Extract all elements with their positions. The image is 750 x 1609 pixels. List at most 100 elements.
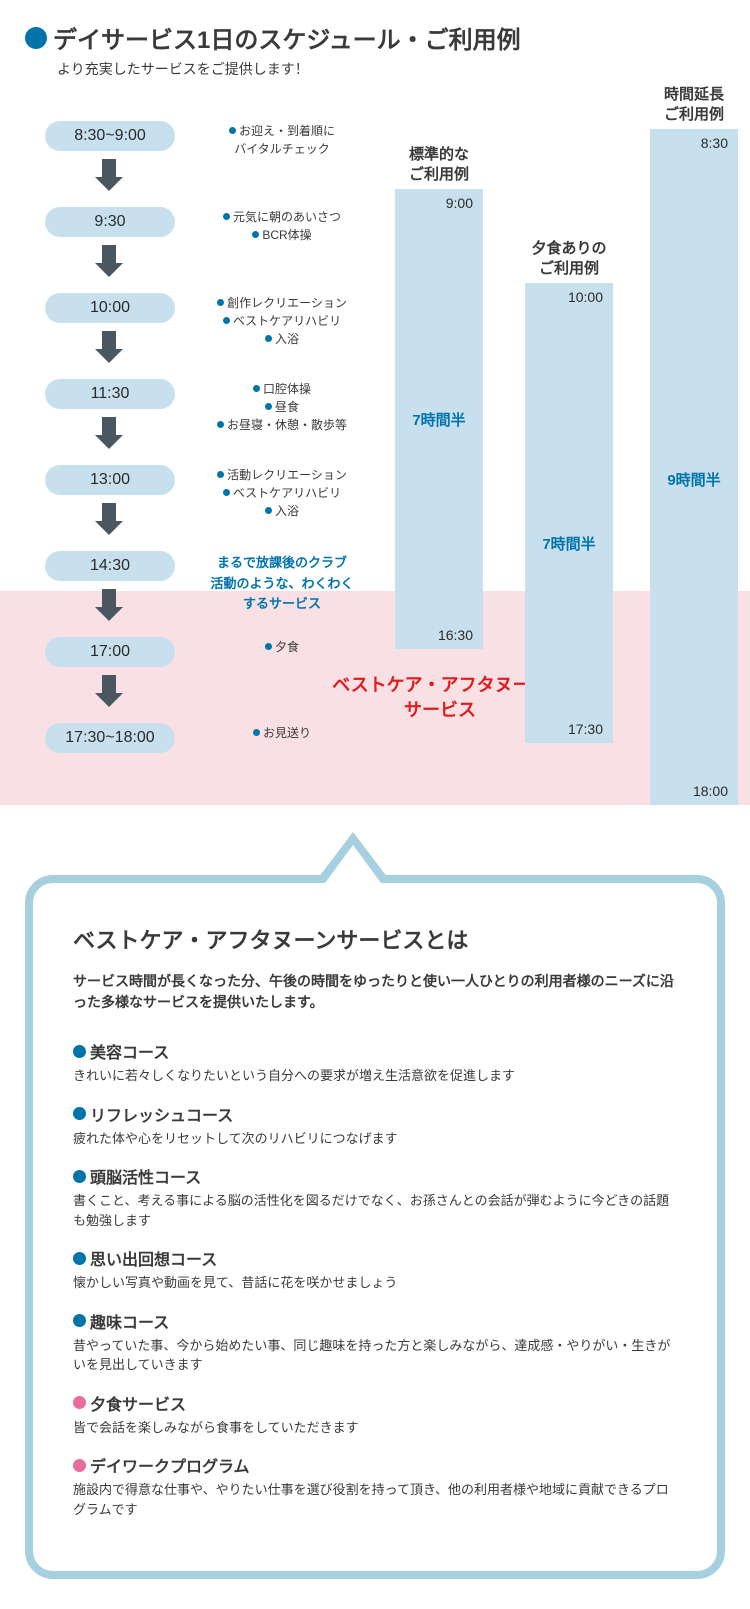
note-line: お昼寝・休憩・散歩等 (197, 417, 367, 434)
course-desc: 書くこと、考える事による脳の活性化を図るだけでなく、お孫さんとの会話が弾むように… (73, 1191, 677, 1230)
course-desc: 懐かしい写真や動画を見て、昔話に花を咲かせましょう (73, 1273, 677, 1293)
bar-label-line: ご利用例 (379, 165, 499, 185)
bar-end-time: 16:30 (438, 627, 473, 643)
bullet-icon (223, 489, 230, 496)
time-pill: 14:30まるで放課後のクラブ活動のような、わくわくするサービス (45, 551, 175, 581)
note-line: バイタルチェック (197, 141, 367, 158)
course-bullet-icon (73, 1045, 86, 1058)
course-heading: 夕食サービス (73, 1391, 677, 1415)
upper-section: 8:30~9:00お迎え・到着順にバイタルチェック9:30元気に朝のあいさつBC… (25, 93, 725, 805)
subtitle: より充実したサービスをご提供します！ (57, 59, 725, 79)
note-line: ベストケアリハビリ (197, 485, 367, 502)
course-name: 思い出回想コース (90, 1246, 217, 1270)
callout-intro: サービス時間が長くなった分、午後の時間をゆったりと使い一人ひとりの利用者様のニー… (73, 971, 677, 1013)
note-line: 入浴 (197, 503, 367, 520)
usage-bar-standard: 9:007時間半16:30 (395, 189, 483, 649)
bar-label-line: 時間延長 (634, 85, 750, 105)
bullet-icon (252, 231, 259, 238)
course-desc: 皆で会話を楽しみながら食事をしていただきます (73, 1418, 677, 1438)
course-item: 思い出回想コース懐かしい写真や動画を見て、昔話に花を咲かせましょう (73, 1246, 677, 1293)
note-line: 活動レクリエーション (197, 467, 367, 484)
course-bullet-icon (73, 1170, 86, 1183)
course-name: 頭脳活性コース (90, 1164, 201, 1188)
bullet-icon (265, 507, 272, 514)
bar-start-time: 9:00 (446, 195, 473, 211)
title-bullet-icon (25, 27, 47, 49)
time-pill: 10:00創作レクリエーションベストケアリハビリ入浴 (45, 293, 175, 323)
bar-end-time: 17:30 (568, 721, 603, 737)
note-line: 活動のような、わくわく (197, 574, 367, 594)
note-line: するサービス (197, 594, 367, 614)
note-text: 元気に朝のあいさつ (233, 210, 341, 224)
note-text: まるで放課後のクラブ (217, 555, 347, 570)
note-text: ベストケアリハビリ (233, 486, 341, 500)
course-item: リフレッシュコース疲れた体や心をリセットして次のリハビリにつなげます (73, 1102, 677, 1149)
time-note: 夕食 (197, 639, 367, 657)
bullet-icon (265, 643, 272, 650)
time-note: お迎え・到着順にバイタルチェック (197, 123, 367, 159)
bullet-icon (217, 421, 224, 428)
note-line: ベストケアリハビリ (197, 313, 367, 330)
note-line: 夕食 (197, 639, 367, 656)
course-desc: 施設内で得意な仕事や、やりたい仕事を選び役割を持って頂き、他の利用者様や地域に貢… (73, 1480, 677, 1519)
bar-label-line: 夕食ありの (509, 239, 629, 259)
usage-bar-extended: 8:309時間半18:00 (650, 129, 738, 805)
course-heading: リフレッシュコース (73, 1102, 677, 1126)
bar-label-standard: 標準的なご利用例 (379, 145, 499, 184)
note-line: BCR体操 (197, 227, 367, 244)
note-line: お見送り (197, 725, 367, 742)
note-text: 活動レクリエーション (227, 468, 347, 482)
note-line: お迎え・到着順に (197, 123, 367, 140)
bar-label-extended: 時間延長ご利用例 (634, 85, 750, 124)
course-heading: 思い出回想コース (73, 1246, 677, 1270)
time-note: 元気に朝のあいさつ BCR体操 (197, 209, 367, 245)
course-heading: 頭脳活性コース (73, 1164, 677, 1188)
note-text: 活動のような、わくわく (210, 576, 353, 591)
note-line: 口腔体操 (197, 381, 367, 398)
bullet-icon (217, 299, 224, 306)
note-text: バイタルチェック (234, 142, 330, 156)
time-pill: 11:30口腔体操昼食お昼寝・休憩・散歩等 (45, 379, 175, 409)
time-note: 口腔体操昼食お昼寝・休憩・散歩等 (197, 381, 367, 434)
note-line: 入浴 (197, 331, 367, 348)
course-name: リフレッシュコース (90, 1102, 233, 1126)
course-name: デイワークプログラム (90, 1453, 250, 1477)
courses-list: 美容コースきれいに若々しくなりたいという自分への要求が増え生活意欲を促進しますリ… (73, 1039, 677, 1519)
afternoon-label-line2: サービス (325, 698, 555, 723)
course-bullet-icon (73, 1314, 86, 1327)
callout-title: ベストケア・アフタヌーンサービスとは (73, 923, 677, 955)
note-text: 口腔体操 (263, 382, 311, 396)
header-title-row: デイサービス1日のスケジュール・ご利用例 (25, 20, 725, 55)
note-text: 創作レクリエーション (227, 296, 347, 310)
course-bullet-icon (73, 1252, 86, 1265)
course-bullet-icon (73, 1107, 86, 1120)
bullet-icon (253, 729, 260, 736)
course-item: 頭脳活性コース書くこと、考える事による脳の活性化を図るだけでなく、お孫さんとの会… (73, 1164, 677, 1230)
bullet-icon (223, 317, 230, 324)
course-bullet-icon (73, 1396, 86, 1409)
bullet-icon (223, 213, 230, 220)
note-line: まるで放課後のクラブ (197, 553, 367, 573)
club-note: まるで放課後のクラブ活動のような、わくわくするサービス (197, 553, 367, 615)
note-line: 元気に朝のあいさつ (197, 209, 367, 226)
time-note: お見送り (197, 725, 367, 743)
note-line: 創作レクリエーション (197, 295, 367, 312)
callout-pointer-icon (315, 832, 391, 882)
bar-start-time: 10:00 (568, 289, 603, 305)
bar-label-line: 標準的な (379, 145, 499, 165)
note-text: 入浴 (275, 504, 299, 518)
course-desc: 昔やっていた事、今から始めたい事、同じ趣味を持った方と楽しみながら、達成感・やり… (73, 1336, 677, 1375)
bullet-icon (253, 385, 260, 392)
course-heading: デイワークプログラム (73, 1453, 677, 1477)
course-item: 夕食サービス皆で会話を楽しみながら食事をしていただきます (73, 1391, 677, 1438)
afternoon-label-line1: ベストケア・アフタヌーン (325, 673, 555, 698)
bar-duration: 7時間半 (525, 533, 613, 554)
bar-start-time: 8:30 (701, 135, 728, 151)
course-name: 夕食サービス (90, 1391, 186, 1415)
course-name: 趣味コース (90, 1309, 169, 1333)
course-desc: きれいに若々しくなりたいという自分への要求が増え生活意欲を促進します (73, 1066, 677, 1086)
bar-label-dinner: 夕食ありのご利用例 (509, 239, 629, 278)
bar-label-line: ご利用例 (509, 259, 629, 279)
course-item: 美容コースきれいに若々しくなりたいという自分への要求が増え生活意欲を促進します (73, 1039, 677, 1086)
note-text: ベストケアリハビリ (233, 314, 341, 328)
